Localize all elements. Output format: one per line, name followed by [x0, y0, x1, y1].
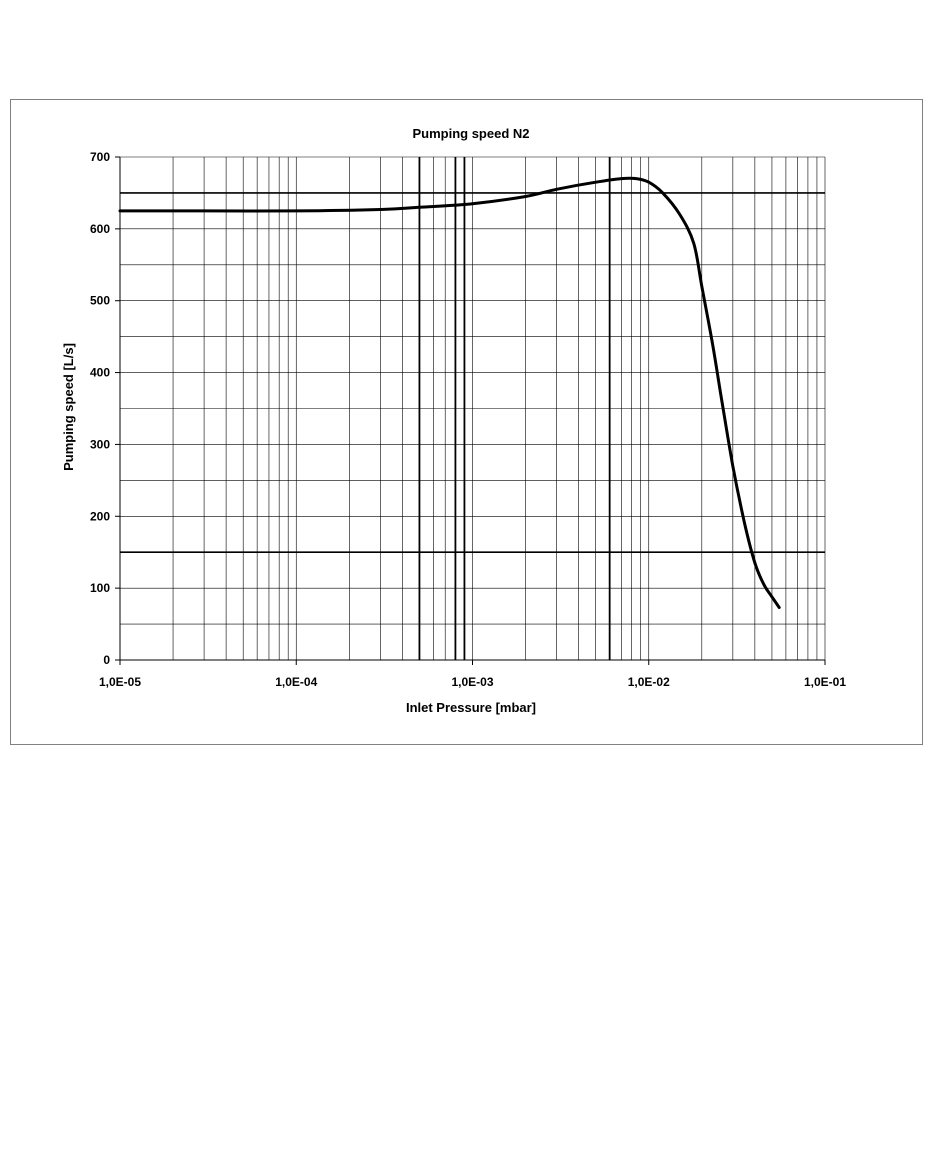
x-tick-label: 1,0E-05: [99, 675, 141, 689]
x-tick-label: 1,0E-04: [275, 675, 317, 689]
chart-title: Pumping speed N2: [412, 126, 529, 141]
x-tick-label: 1,0E-01: [804, 675, 846, 689]
y-tick-label: 700: [90, 150, 110, 164]
y-tick-label: 300: [90, 437, 110, 451]
axes: [115, 156, 826, 665]
x-tick-label: 1,0E-02: [628, 675, 670, 689]
y-tick-label: 200: [90, 509, 110, 523]
pumping-speed-chart: 0 100 200 300 400 500 600 700 1,0E-05 1,0E-04 1,0E…: [61, 126, 846, 715]
y-tick-label: 600: [90, 222, 110, 236]
grid: [119, 156, 826, 661]
tick-labels: 0 100 200 300 400 500 600 700 1,0E-05 1,0E-04 1,0E…: [90, 150, 846, 689]
x-tick-label: 1,0E-03: [451, 675, 493, 689]
y-axis-title: Pumping speed [L/s]: [61, 343, 76, 471]
y-tick-label: 0: [103, 653, 110, 667]
y-tick-label: 500: [90, 294, 110, 308]
series-layer: [118, 176, 781, 609]
y-tick-label: 100: [90, 581, 110, 595]
chart-frame: 0 100 200 300 400 500 600 700 1,0E-05 1,0E-04 1,0E…: [10, 99, 923, 745]
x-axis-title: Inlet Pressure [mbar]: [406, 700, 536, 715]
y-tick-label: 400: [90, 366, 110, 380]
pumping-speed-curve: [118, 176, 781, 609]
